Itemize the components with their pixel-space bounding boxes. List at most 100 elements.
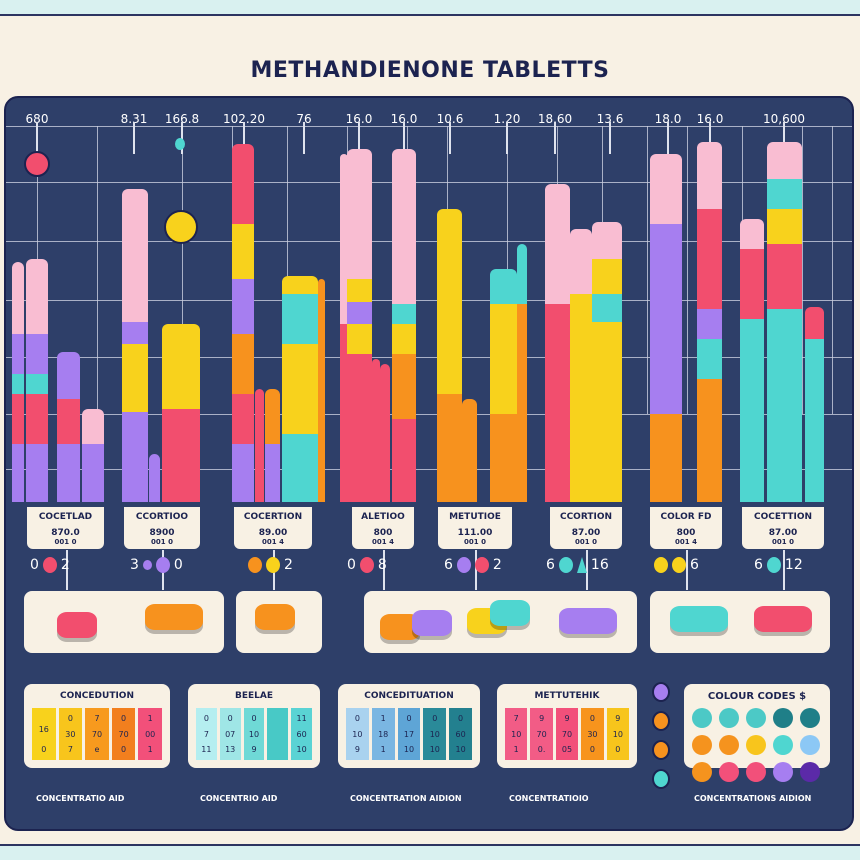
label-box-sub: 001 0 (54, 538, 77, 546)
table-cell: 10 (248, 729, 260, 739)
label-box: CCORTIOO 8900 001 0 (124, 507, 200, 549)
bar (462, 398, 477, 502)
bar-segment-purple (82, 443, 104, 502)
legend-dot (652, 711, 670, 731)
legend-dot (652, 682, 670, 702)
table-cell: 0 (458, 714, 464, 723)
table-cell: 0 (615, 745, 621, 754)
bar-segment-orange (232, 333, 254, 394)
colour-code-dot (746, 708, 766, 728)
colour-code-dot (692, 762, 712, 782)
table-cell: 9 (564, 714, 570, 723)
table-column: 0 70 0 (111, 708, 136, 760)
bar-segment-purple (347, 302, 372, 324)
label-box-sub: 001 0 (575, 538, 597, 546)
bar-segment-yellow (767, 209, 802, 245)
label-box: COCETTION 87.00 001 0 (742, 507, 824, 549)
table-column: 9 10 0 (606, 708, 630, 760)
table-cell: 9 (251, 745, 257, 754)
dot-row-number: 12 (784, 557, 803, 573)
table-columns: 0 10 9 1 18 1 0 17 10 0 10 10 0 60 10 (346, 708, 472, 760)
grid-line-horizontal (6, 469, 852, 470)
bar-segment-orange (437, 393, 462, 502)
table-column: 0 17 10 (397, 708, 421, 760)
table-cell: 70 (118, 729, 129, 739)
bar-segment-purple (122, 412, 148, 502)
bar-segment-red (767, 244, 802, 309)
grid-line-vertical (182, 126, 183, 414)
connector-line (586, 550, 588, 590)
dot-row: 2 (248, 557, 293, 573)
label-box-value: 8900 (149, 528, 175, 538)
bar (517, 244, 527, 502)
concentration-table: CONCEDITUATION 0 10 9 1 18 1 0 17 10 0 10 10 0 60 10 (338, 684, 480, 768)
top-value-label: 680 (25, 112, 49, 126)
label-box-title: COLOR FD (660, 512, 712, 522)
colour-codes-card: COLOUR CODES $ (684, 684, 830, 782)
colour-code-dot (719, 762, 739, 782)
dot-row-number: 0 (173, 557, 183, 573)
dot-row-number: 16 (590, 557, 609, 573)
table-column: 0 60 10 (449, 708, 472, 760)
bar-segment-pink (570, 229, 592, 295)
label-pin (554, 122, 556, 154)
bar (318, 279, 325, 502)
marker-dot-red (24, 151, 50, 177)
table-cell: 9 (539, 714, 545, 723)
bar-segment-yellow (437, 209, 462, 394)
table-cell: 1 (147, 745, 153, 754)
tablet-icon (670, 606, 728, 632)
connector-line (65, 550, 68, 590)
dot-row-number: 0 (30, 557, 39, 573)
table-cell: 0 (589, 745, 595, 754)
label-box-title: COCETTION (753, 512, 813, 522)
bar-segment-red (57, 398, 80, 444)
table-column: 0 30 7 (58, 708, 83, 760)
grid-line-horizontal (6, 182, 852, 183)
dot-row-number: 6 (546, 557, 555, 573)
bar (340, 153, 348, 502)
bar-segment-teal (592, 294, 622, 322)
table-cell: 0 (41, 745, 47, 754)
label-box: COCETLAD 870.0 001 0 (27, 507, 104, 549)
bar (82, 408, 104, 502)
bar (372, 358, 380, 502)
table-column: 0 07 13 (219, 708, 241, 760)
concentration-table: CONCEDUTION 16 0 0 30 7 7 70 e 0 70 0 1 00 1 (24, 684, 170, 768)
bar-segment-orange (517, 304, 527, 502)
bar (805, 306, 824, 502)
bar-segment-orange (265, 389, 280, 444)
table-cell: 9 (354, 745, 360, 754)
table-cell: 17 (403, 729, 415, 739)
label-pin (667, 122, 669, 154)
table-column: 9 70 05 (555, 708, 579, 760)
top-value-label: 102.20 (223, 112, 265, 126)
bar (12, 261, 24, 502)
bar-segment-orange (650, 414, 682, 502)
dot-row-number: 6 (754, 557, 763, 573)
bar (265, 389, 280, 502)
dot-red (359, 557, 374, 573)
table-cell: 0. (537, 745, 546, 754)
top-value-label: 18.60 (537, 112, 573, 126)
tablet-icon (754, 606, 812, 632)
table-cell: 10 (612, 729, 623, 739)
table-cell: 18 (378, 729, 389, 739)
tablet-icon (255, 604, 295, 630)
table-caption: CONCENTRATIO AID (36, 794, 125, 803)
tablet-icon (490, 600, 530, 626)
label-box-sub: 001 4 (262, 538, 284, 546)
bar (392, 148, 416, 502)
grid-line-vertical (802, 126, 803, 414)
top-value-label: 8.31 (120, 112, 148, 126)
bar-segment-teal (490, 269, 517, 305)
colour-code-dot (746, 762, 766, 782)
chart-title: METHANDIENONE TABLETTS (250, 58, 610, 83)
legend-dot (652, 769, 670, 789)
dot-row-number: 2 (284, 557, 293, 573)
table-cell: 10 (429, 729, 440, 739)
table-cell: 16 (38, 725, 49, 734)
table-cell: 10 (296, 745, 307, 754)
colour-code-dot (800, 762, 820, 782)
